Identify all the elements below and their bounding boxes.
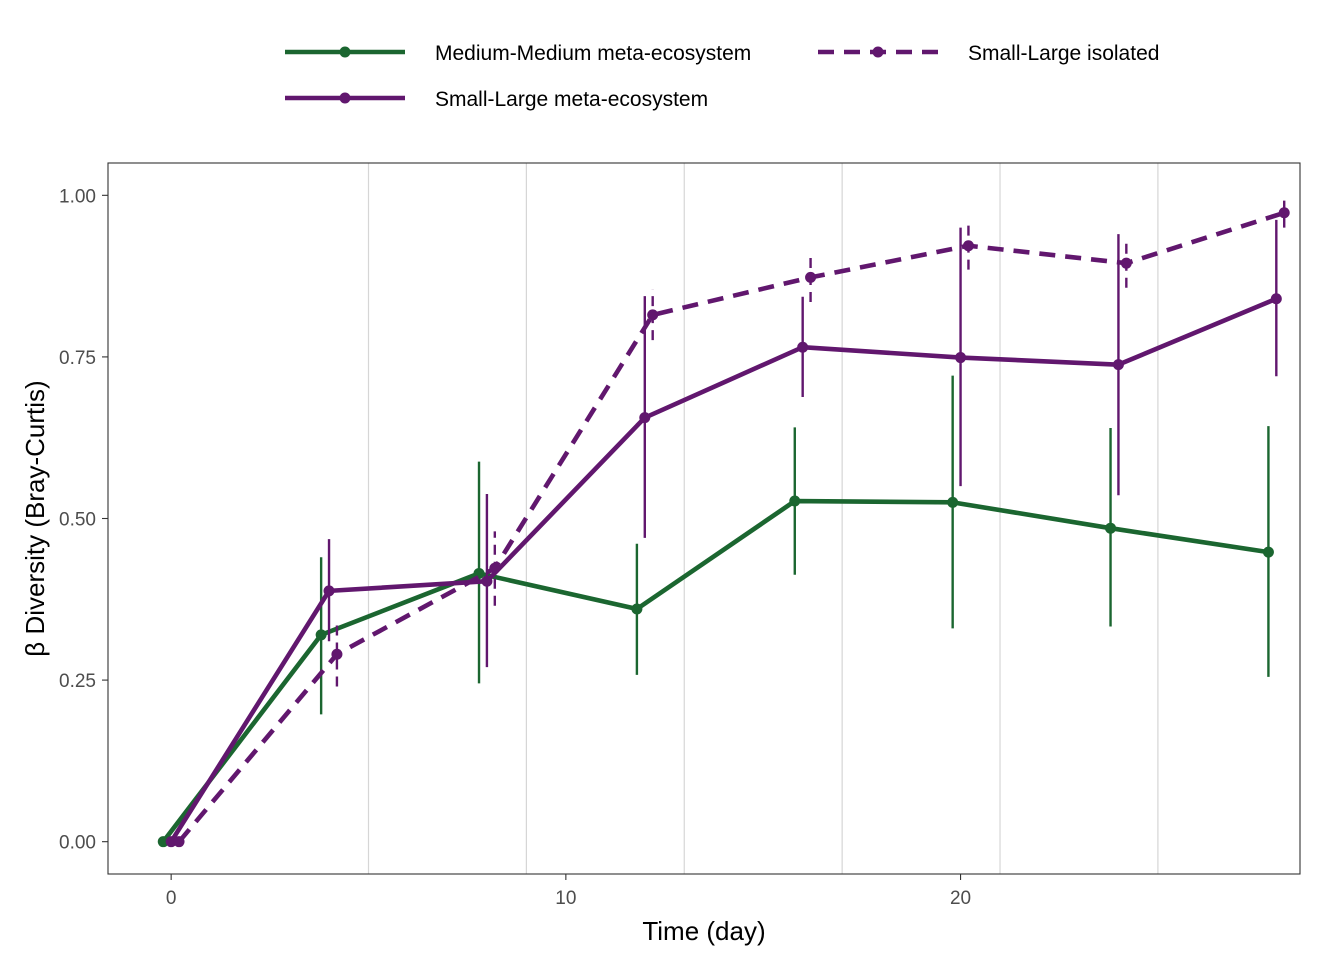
- legend-key-point: [872, 46, 884, 58]
- data-point: [955, 352, 967, 364]
- series-1: [157, 375, 1274, 848]
- data-point: [962, 240, 974, 252]
- data-point: [1278, 207, 1290, 219]
- data-point: [1105, 522, 1117, 534]
- legend-key-point: [339, 46, 351, 58]
- y-tick-label: 0.00: [59, 833, 96, 854]
- data-point: [1120, 257, 1132, 269]
- y-tick-label: 0.75: [59, 348, 96, 369]
- series-line: [169, 296, 1278, 843]
- data-point: [1270, 293, 1282, 305]
- data-point: [331, 648, 343, 660]
- panel-border: [107, 162, 1301, 875]
- data-point: [489, 562, 501, 574]
- series-3: [173, 195, 1290, 848]
- data-point: [805, 271, 817, 283]
- data-point: [789, 495, 801, 507]
- series-line: [161, 498, 1269, 844]
- series-2: [165, 219, 1282, 848]
- legend-label: Small-Large meta-ecosystem: [435, 88, 708, 111]
- data-point: [165, 836, 177, 848]
- y-tick-label: 0.25: [59, 671, 96, 692]
- data-point: [631, 603, 643, 615]
- legend: Medium-Medium meta-ecosystem Small-Large …: [285, 42, 1159, 111]
- x-tick-label: 10: [555, 888, 576, 909]
- y-tick-label: 0.50: [59, 510, 96, 531]
- legend-key-point: [339, 92, 351, 104]
- y-tick-label: 1.00: [59, 186, 96, 207]
- data-point: [323, 585, 335, 597]
- data-point: [1262, 546, 1274, 558]
- legend-label: Medium-Medium meta-ecosystem: [435, 42, 751, 65]
- data-point: [481, 575, 493, 587]
- series-line: [177, 210, 1285, 844]
- y-axis-title: β Diversity (Bray-Curtis): [20, 380, 50, 656]
- legend-item: Small-Large isolated: [818, 42, 1159, 65]
- legend-item: Medium-Medium meta-ecosystem: [285, 42, 751, 65]
- x-tick-label: 20: [950, 888, 971, 909]
- data-point: [315, 629, 327, 641]
- data-point: [1112, 359, 1124, 371]
- data-point: [157, 836, 169, 848]
- axes: 0 10 20 0.00 0.25 0.50 0.75 1.00: [59, 186, 971, 909]
- x-axis-title: Time (day): [642, 916, 765, 946]
- series-layer: [157, 195, 1290, 848]
- legend-item: Small-Large meta-ecosystem: [285, 88, 708, 111]
- data-point: [647, 309, 659, 321]
- data-point: [639, 412, 651, 424]
- data-point: [947, 496, 959, 508]
- legend-label: Small-Large isolated: [968, 42, 1159, 65]
- x-tick-label: 0: [166, 888, 177, 909]
- data-point: [797, 341, 809, 353]
- data-point: [173, 836, 185, 848]
